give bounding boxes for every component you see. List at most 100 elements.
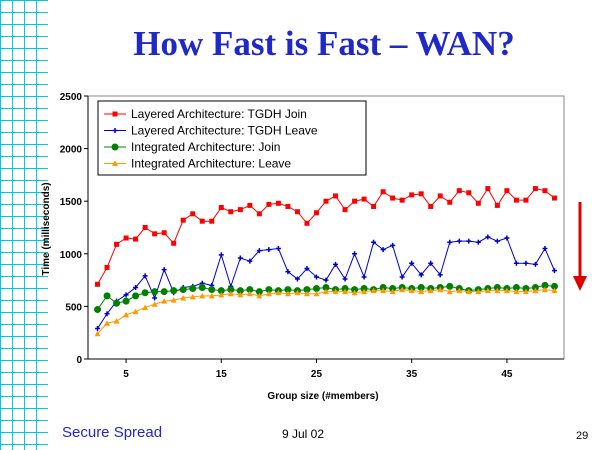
data-point	[399, 274, 405, 280]
data-point	[285, 203, 291, 209]
data-point	[161, 267, 167, 273]
y-tick-label: 0	[76, 355, 82, 366]
data-point	[504, 235, 510, 241]
data-point	[542, 246, 548, 252]
data-point	[114, 241, 120, 247]
data-point	[532, 261, 538, 267]
data-point	[323, 288, 329, 295]
data-point	[122, 297, 130, 305]
data-point	[541, 286, 548, 293]
data-point	[285, 269, 291, 275]
data-point	[190, 211, 196, 217]
data-point	[351, 289, 358, 296]
data-point	[236, 287, 244, 295]
legend-label: Layered Architecture: TGDH Join	[131, 107, 307, 121]
data-point	[371, 239, 377, 245]
y-tick-label: 1500	[60, 197, 83, 208]
data-point	[160, 288, 168, 296]
data-point	[322, 283, 330, 291]
data-point	[94, 330, 101, 337]
data-point	[313, 290, 320, 297]
data-point	[352, 198, 358, 204]
data-point	[504, 188, 510, 194]
legend-label: Integrated Architecture: Join	[131, 140, 280, 154]
data-point	[265, 286, 273, 294]
data-point	[151, 301, 158, 307]
legend-marker	[112, 111, 118, 117]
data-point	[351, 286, 359, 294]
data-point	[390, 242, 396, 248]
data-point	[332, 288, 339, 295]
data-point	[428, 260, 434, 266]
data-point	[133, 236, 139, 242]
data-point	[342, 207, 348, 213]
data-point	[446, 288, 453, 295]
data-point	[103, 292, 111, 300]
data-point	[513, 260, 519, 266]
data-point	[265, 290, 272, 297]
x-tick-label: 5	[123, 369, 129, 380]
data-point	[170, 287, 178, 295]
data-point	[104, 311, 110, 317]
data-point	[475, 239, 481, 245]
y-tick-label: 2000	[60, 145, 83, 156]
data-point	[95, 325, 101, 331]
data-point	[361, 196, 367, 202]
data-point	[237, 255, 243, 261]
data-point	[380, 247, 386, 253]
y-axis-title: Time (milliseconds)	[41, 182, 52, 275]
data-point	[380, 189, 386, 195]
data-point	[466, 190, 472, 196]
data-point	[409, 192, 415, 198]
data-point	[141, 289, 149, 297]
data-point	[437, 272, 443, 278]
y-tick-label: 1000	[60, 250, 83, 261]
data-point	[513, 288, 520, 295]
data-point	[171, 240, 177, 246]
data-point	[341, 285, 349, 293]
data-point	[199, 218, 205, 224]
data-point	[95, 281, 101, 287]
data-point	[475, 200, 481, 206]
data-point	[465, 288, 472, 295]
data-point	[142, 225, 148, 230]
data-point	[304, 220, 310, 226]
legend-label: Layered Architecture: TGDH Leave	[131, 124, 318, 138]
data-point	[456, 238, 462, 244]
data-point	[266, 247, 272, 253]
data-point	[531, 283, 539, 291]
data-point	[94, 306, 102, 314]
legend-marker	[112, 160, 118, 166]
data-point	[294, 209, 300, 215]
data-point	[294, 289, 301, 296]
data-point	[170, 297, 177, 303]
data-point	[333, 261, 339, 267]
data-point	[237, 207, 243, 213]
data-point	[123, 292, 129, 298]
data-point	[284, 286, 292, 294]
data-point	[513, 197, 519, 203]
data-point	[551, 195, 557, 201]
data-point	[199, 292, 206, 299]
slide-title: How Fast is Fast – WAN?	[133, 24, 515, 63]
data-point	[312, 285, 320, 293]
data-point	[132, 292, 140, 300]
data-point	[208, 292, 215, 299]
data-point	[361, 288, 368, 295]
data-point	[456, 188, 462, 194]
data-point	[152, 295, 158, 301]
data-point	[151, 288, 159, 296]
data-point	[360, 285, 368, 293]
data-point	[275, 246, 281, 252]
data-point	[437, 286, 444, 293]
legend-box	[97, 100, 367, 176]
data-point	[342, 276, 348, 282]
data-point	[371, 203, 377, 209]
x-axis-title: Group size (#members)	[267, 391, 378, 402]
data-point	[522, 288, 529, 295]
data-point	[409, 260, 415, 266]
data-point	[304, 266, 310, 272]
data-point	[390, 195, 396, 201]
data-point	[275, 289, 282, 296]
